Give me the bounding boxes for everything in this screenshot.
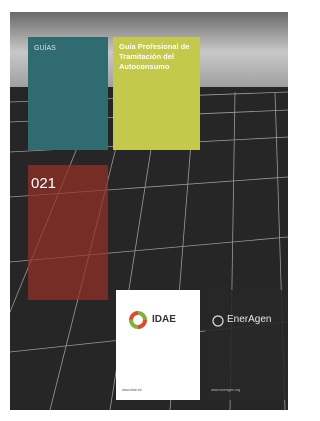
page: GUÍAS Guía Profesional de Tramitación de… (0, 0, 297, 421)
idae-icon (128, 310, 148, 330)
eneragen-icon (211, 314, 225, 328)
idae-url: www.idae.es (122, 388, 142, 392)
series-label: GUÍAS (28, 37, 108, 150)
eneragen-url: www.eneragen.org (211, 388, 240, 392)
idae-logo-box: IDAE www.idae.es (116, 290, 200, 400)
idae-name: IDAE (152, 314, 176, 325)
eneragen-name: EnerAgen (227, 314, 271, 325)
guide-number: 021 (28, 165, 108, 300)
eneragen-logo-box: EnerAgen www.eneragen.org (205, 290, 288, 400)
title: Guía Profesional de Tramitación del Auto… (113, 37, 200, 150)
cover: GUÍAS Guía Profesional de Tramitación de… (10, 12, 288, 410)
